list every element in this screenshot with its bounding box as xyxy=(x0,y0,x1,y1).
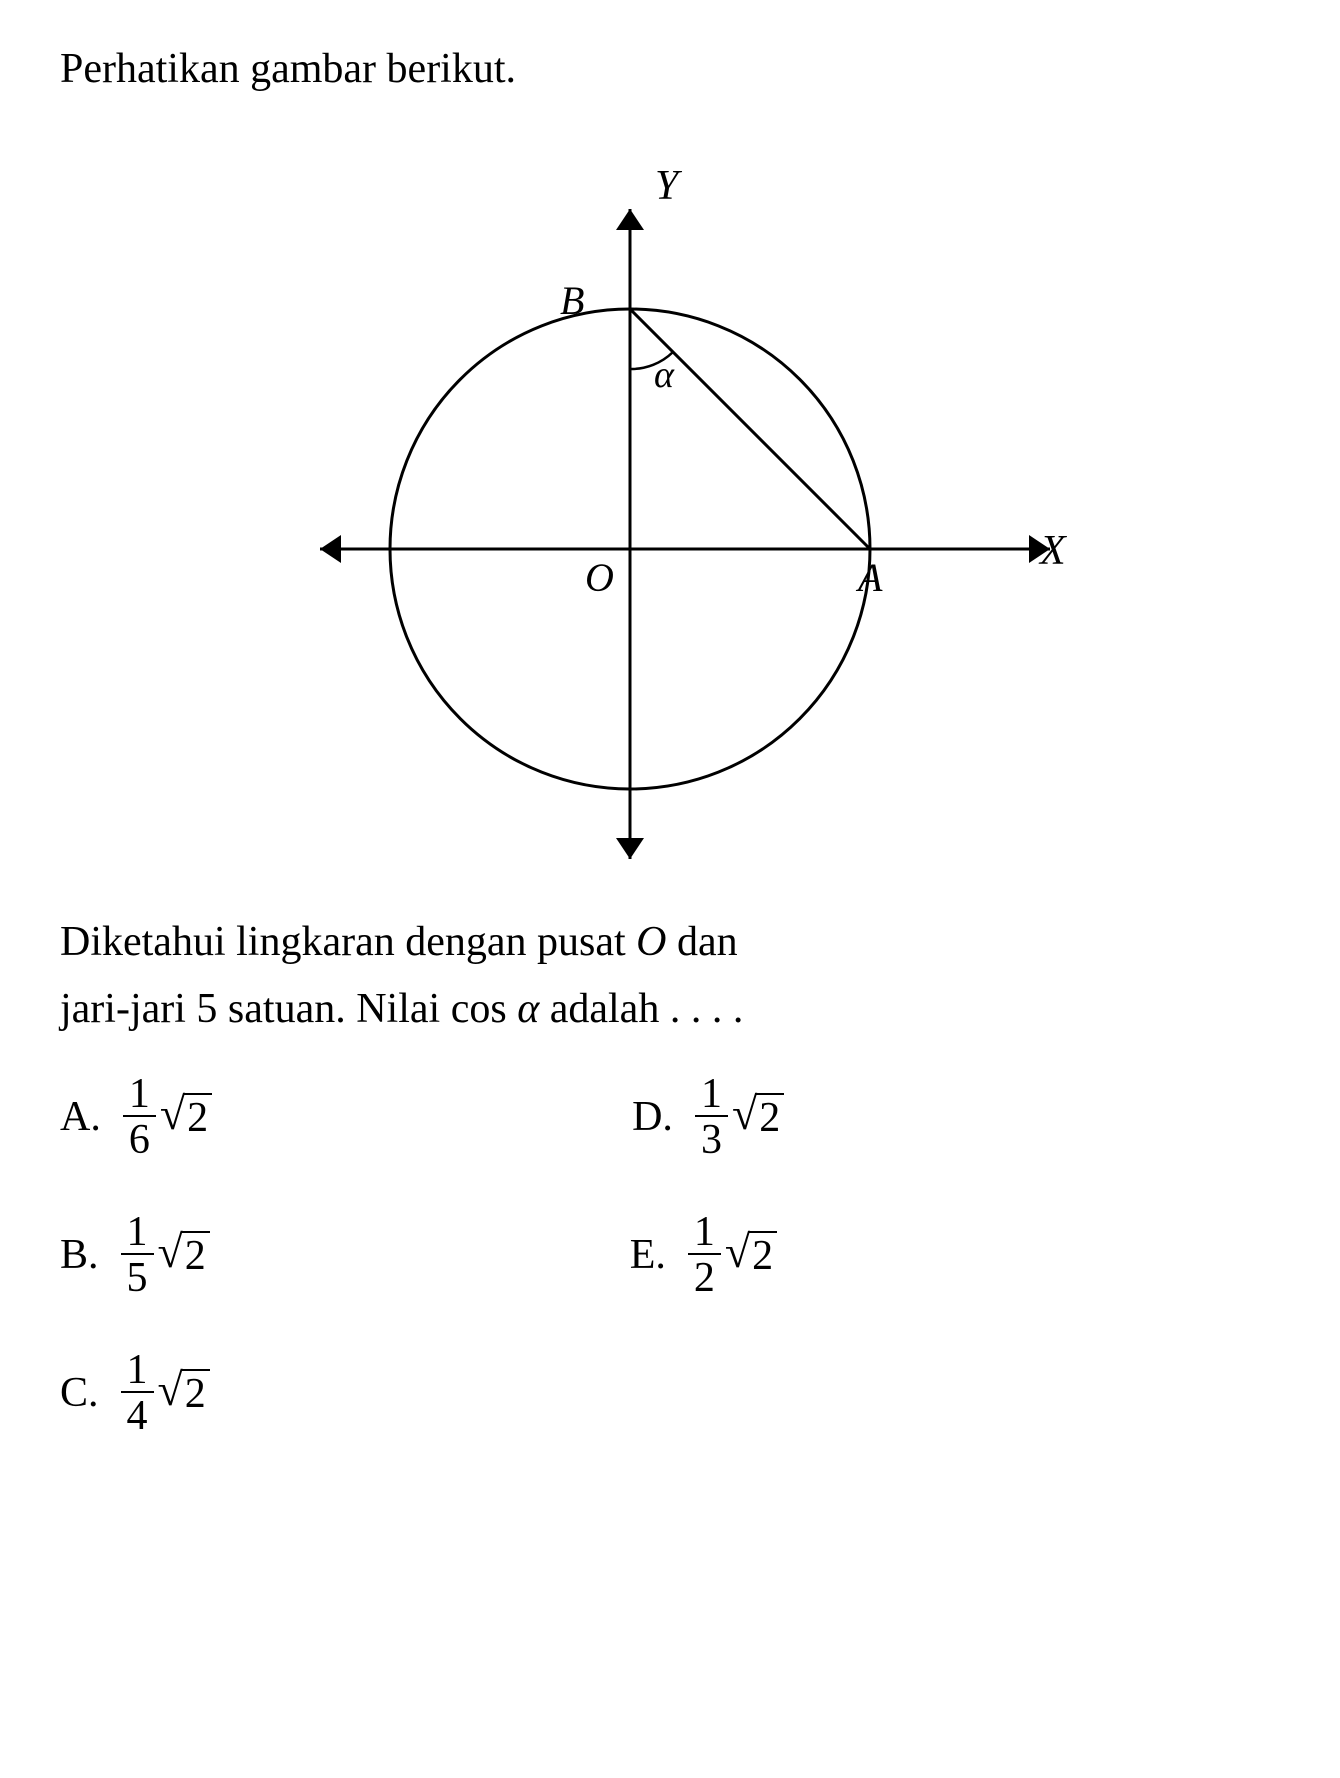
option-C-sqrt: √ 2 xyxy=(158,1369,210,1417)
option-A-num: 1 xyxy=(123,1073,156,1117)
option-C-den: 4 xyxy=(121,1393,154,1437)
question-intro: Perhatikan gambar berikut. xyxy=(60,40,1280,99)
option-A-fraction: 1 6 xyxy=(123,1073,156,1161)
option-row-3: C. 1 4 √ 2 xyxy=(60,1349,1280,1437)
option-E-radicand: 2 xyxy=(748,1231,777,1279)
option-E-den: 2 xyxy=(688,1255,721,1299)
option-A-radicand: 2 xyxy=(183,1093,212,1141)
body-alpha: α xyxy=(517,986,539,1032)
diagram-container: Y X O A Bα xyxy=(60,119,1280,879)
body-text-2: jari-jari 5 satuan. Nilai cos xyxy=(60,986,517,1032)
sqrt-icon: √ xyxy=(158,1231,183,1272)
svg-text:α: α xyxy=(654,354,675,396)
body-text-2c: adalah . . . . xyxy=(539,986,743,1032)
option-E-num: 1 xyxy=(688,1211,721,1255)
sqrt-icon: √ xyxy=(160,1093,185,1134)
body-O: O xyxy=(636,919,666,965)
sqrt-icon: √ xyxy=(158,1369,183,1410)
body-text-1c: dan xyxy=(667,919,738,965)
option-C: C. 1 4 √ 2 xyxy=(60,1349,210,1437)
svg-text:Y: Y xyxy=(655,163,683,209)
option-A: A. 1 6 √ 2 xyxy=(60,1073,212,1161)
option-A-den: 6 xyxy=(123,1117,156,1161)
svg-text:X: X xyxy=(1038,528,1068,574)
question-body: Diketahui lingkaran dengan pusat O dan j… xyxy=(60,909,1280,1043)
option-A-label: A. xyxy=(60,1093,101,1141)
option-D-label: D. xyxy=(632,1093,673,1141)
option-row-2: B. 1 5 √ 2 E. 1 2 √ 2 xyxy=(60,1211,1280,1299)
body-text-1: Diketahui lingkaran dengan pusat xyxy=(60,919,636,965)
option-C-num: 1 xyxy=(121,1349,154,1393)
option-row-1: A. 1 6 √ 2 D. 1 3 √ 2 xyxy=(60,1073,1280,1161)
option-D-num: 1 xyxy=(695,1073,728,1117)
option-B-num: 1 xyxy=(121,1211,154,1255)
svg-text:B: B xyxy=(560,278,584,323)
option-E: E. 1 2 √ 2 xyxy=(630,1211,777,1299)
option-B-label: B. xyxy=(60,1231,99,1279)
option-B: B. 1 5 √ 2 xyxy=(60,1211,210,1299)
svg-text:O: O xyxy=(585,555,614,600)
option-C-radicand: 2 xyxy=(181,1369,210,1417)
option-A-sqrt: √ 2 xyxy=(160,1093,212,1141)
option-C-label: C. xyxy=(60,1369,99,1417)
option-D-den: 3 xyxy=(695,1117,728,1161)
svg-text:A: A xyxy=(855,555,883,600)
option-C-fraction: 1 4 xyxy=(121,1349,154,1437)
option-B-sqrt: √ 2 xyxy=(158,1231,210,1279)
option-D-sqrt: √ 2 xyxy=(732,1093,784,1141)
option-D: D. 1 3 √ 2 xyxy=(632,1073,784,1161)
option-D-fraction: 1 3 xyxy=(695,1073,728,1161)
option-E-label: E. xyxy=(630,1231,666,1279)
option-B-fraction: 1 5 xyxy=(121,1211,154,1299)
option-E-sqrt: √ 2 xyxy=(725,1231,777,1279)
sqrt-icon: √ xyxy=(732,1093,757,1134)
option-E-fraction: 1 2 xyxy=(688,1211,721,1299)
circle-diagram: Y X O A Bα xyxy=(260,119,1080,879)
option-B-radicand: 2 xyxy=(181,1231,210,1279)
sqrt-icon: √ xyxy=(725,1231,750,1272)
option-B-den: 5 xyxy=(121,1255,154,1299)
option-D-radicand: 2 xyxy=(755,1093,784,1141)
options-list: A. 1 6 √ 2 D. 1 3 √ 2 B. 1 xyxy=(60,1073,1280,1437)
